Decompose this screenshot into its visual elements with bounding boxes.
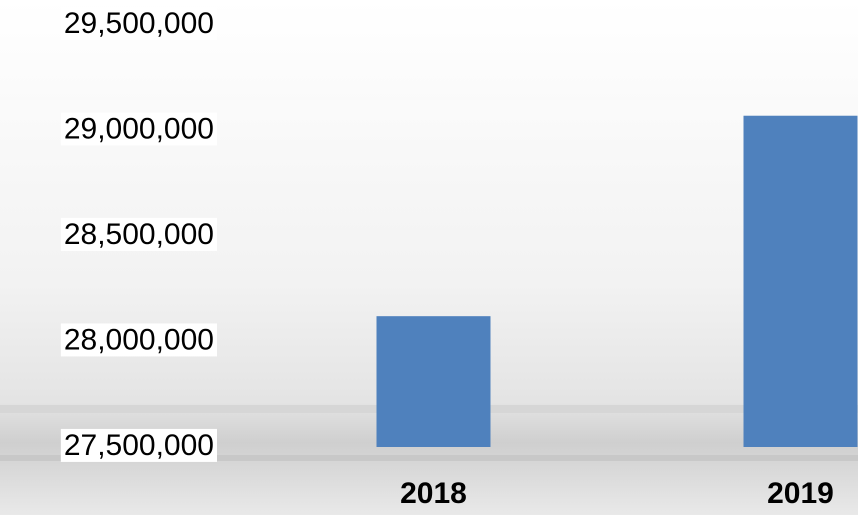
y-tick-label: 27,500,000 [64, 429, 214, 462]
bar [743, 115, 858, 447]
y-tick-label: 29,500,000 [64, 7, 214, 40]
y-tick-label-box [60, 428, 217, 462]
y-tick-label-box [60, 6, 217, 40]
x-tick-label: 2018 [400, 477, 467, 510]
y-tick-label: 29,000,000 [64, 112, 214, 145]
bar [376, 316, 491, 447]
y-tick-label: 28,000,000 [64, 323, 214, 356]
y-tick-label-box [60, 323, 217, 357]
y-tick-label-box [60, 217, 217, 251]
y-tick-label-box [60, 112, 217, 146]
y-tick-label: 28,500,000 [64, 218, 214, 251]
runway [0, 455, 858, 461]
x-tick-label: 2019 [767, 477, 834, 510]
